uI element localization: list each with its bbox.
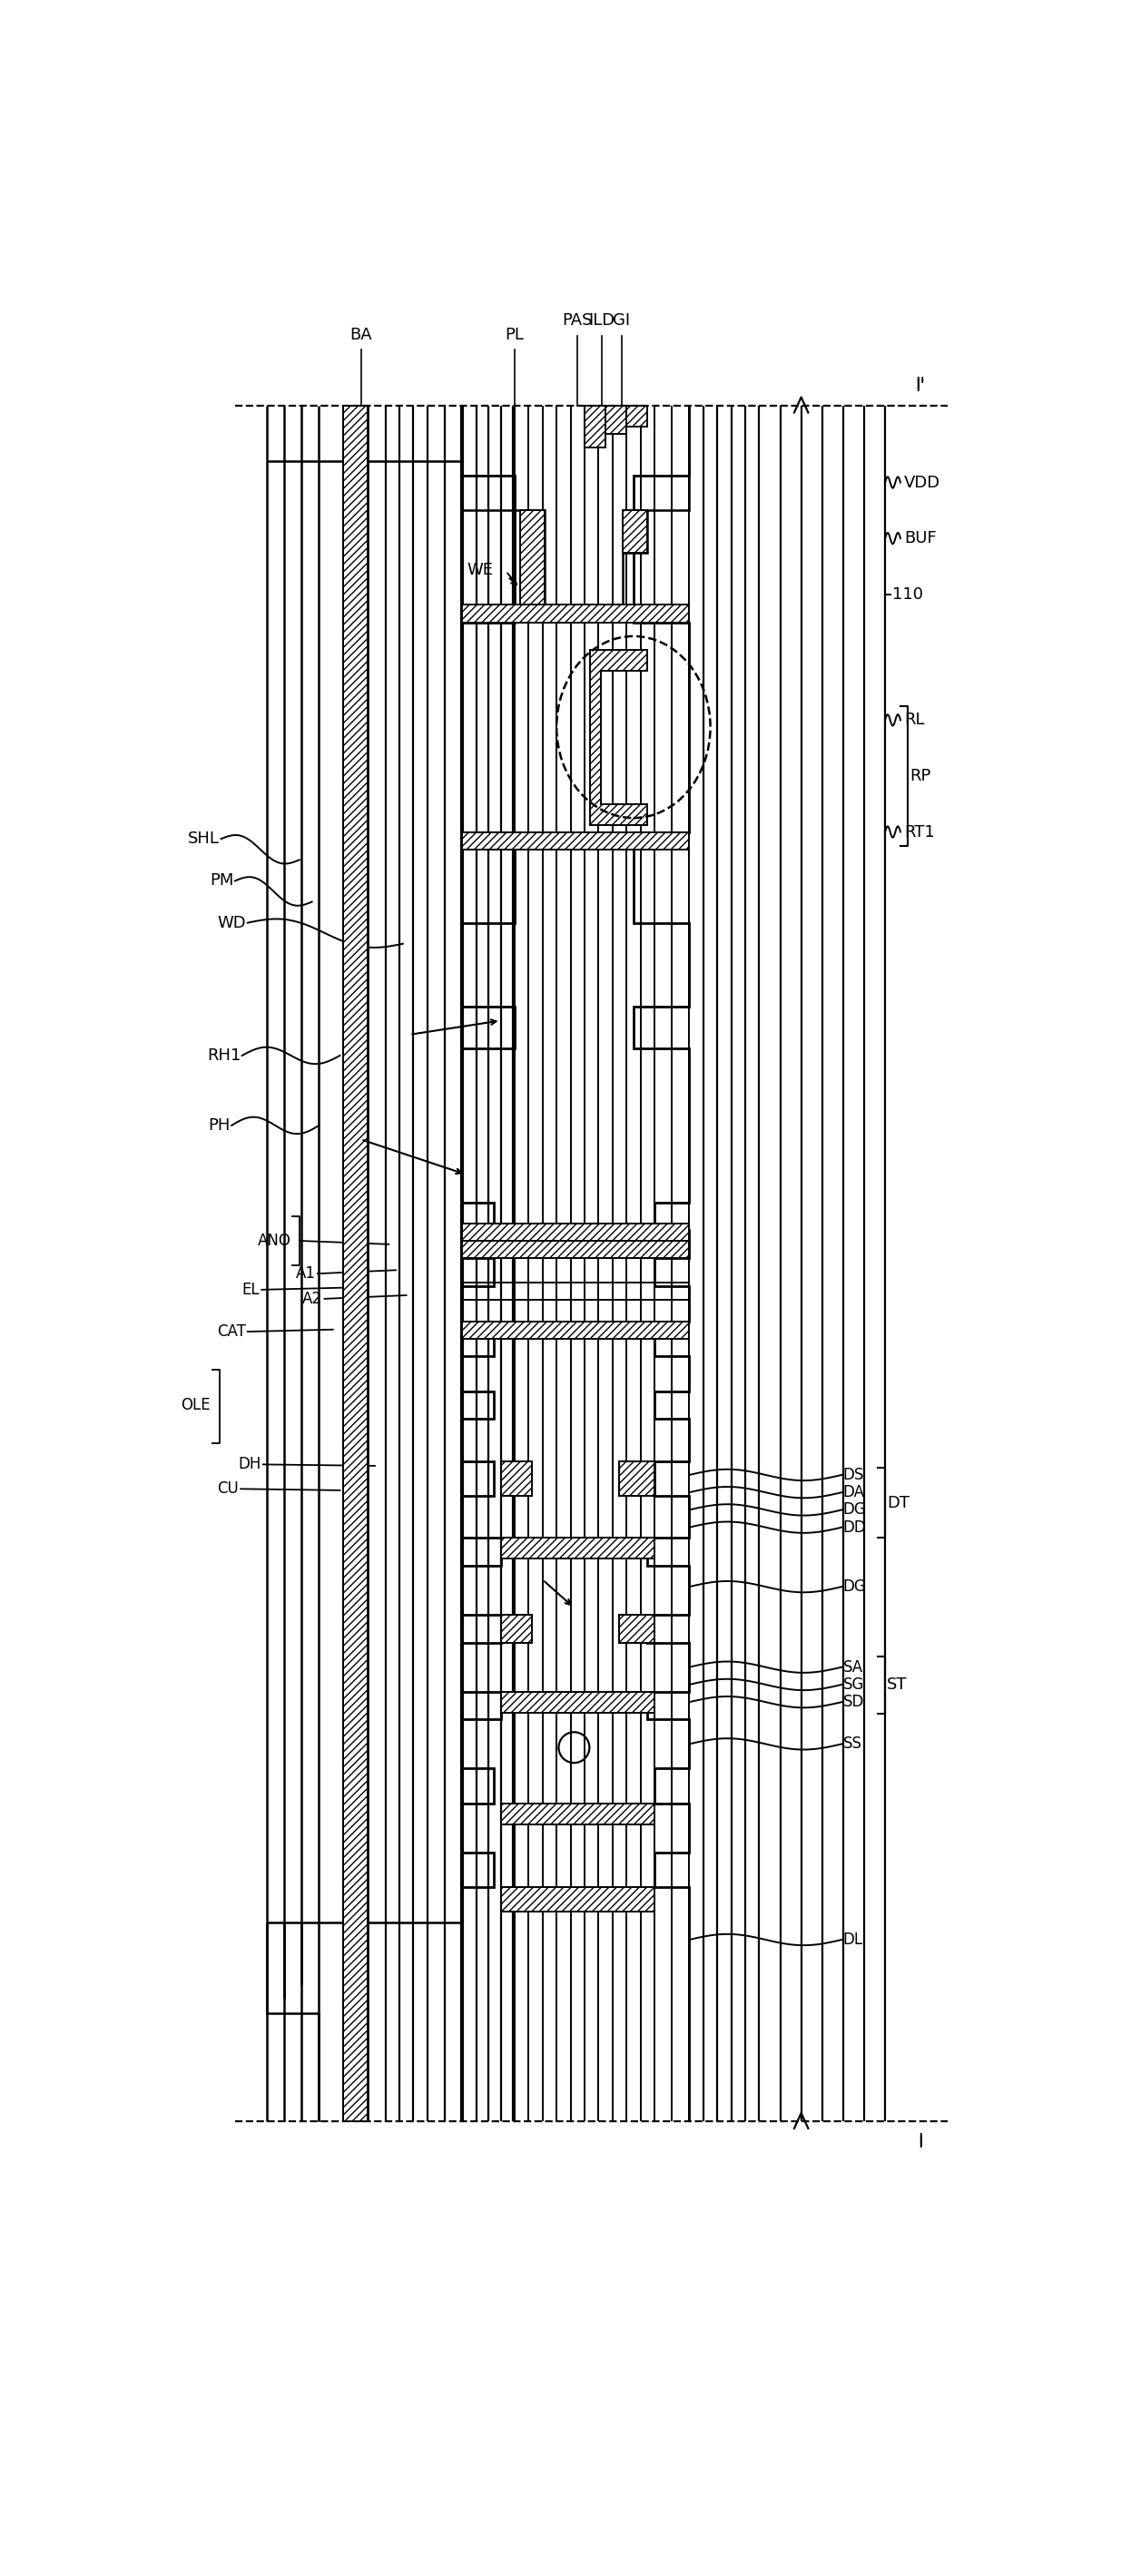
Text: RH1: RH1 [207,1048,241,1064]
Text: BA: BA [349,327,372,343]
Text: SHL: SHL [188,829,219,848]
Text: SS: SS [843,1736,862,1752]
Polygon shape [501,1461,532,1497]
Text: DS: DS [843,1466,864,1484]
Polygon shape [501,1803,655,1824]
Polygon shape [501,1692,655,1713]
Polygon shape [620,1461,655,1497]
Text: DG: DG [843,1579,866,1595]
Polygon shape [463,1242,690,1257]
Polygon shape [463,832,690,850]
Polygon shape [585,404,605,448]
Text: DD: DD [843,1520,866,1535]
Text: SG: SG [843,1677,864,1692]
Polygon shape [620,1615,655,1643]
Polygon shape [627,404,647,428]
Text: DG: DG [843,1502,866,1517]
Text: GI: GI [613,312,630,330]
Text: A2: A2 [302,1291,322,1306]
Polygon shape [463,1224,690,1242]
Text: DA: DA [843,1484,865,1502]
Text: DL: DL [843,1932,863,1947]
Text: WE: WE [466,562,493,577]
Text: PM: PM [209,873,234,889]
Polygon shape [344,404,368,2123]
Text: RT1: RT1 [904,824,934,840]
Text: OLE: OLE [181,1396,210,1414]
Polygon shape [501,1888,655,1911]
Polygon shape [501,1538,655,1558]
Text: PL: PL [506,327,524,343]
Text: SD: SD [843,1695,864,1710]
Polygon shape [545,605,623,618]
Text: BUF: BUF [904,531,936,546]
Text: 110: 110 [892,587,923,603]
Text: RP: RP [909,768,931,783]
Text: PH: PH [208,1118,231,1133]
Text: RL: RL [904,711,924,729]
Text: ILD: ILD [589,312,615,330]
Text: I: I [917,2133,923,2151]
Polygon shape [520,510,545,618]
Text: SA: SA [843,1659,863,1674]
Text: ANO: ANO [258,1231,291,1249]
Polygon shape [463,605,690,623]
Text: CAT: CAT [217,1324,245,1340]
Polygon shape [623,510,647,551]
Polygon shape [590,649,647,824]
Text: DH: DH [238,1455,261,1473]
Text: I': I' [915,379,925,394]
Polygon shape [501,1615,532,1643]
Text: I: I [917,2133,923,2148]
Text: ST: ST [887,1677,907,1692]
Text: CU: CU [217,1481,239,1497]
Text: VDD: VDD [904,474,940,489]
Text: A1: A1 [295,1265,316,1283]
Text: EL: EL [242,1280,259,1298]
Polygon shape [463,1321,690,1340]
Text: WD: WD [217,914,247,930]
Text: DT: DT [887,1494,909,1512]
Text: PAS: PAS [562,312,593,330]
Text: I': I' [915,376,925,394]
Polygon shape [605,404,627,433]
